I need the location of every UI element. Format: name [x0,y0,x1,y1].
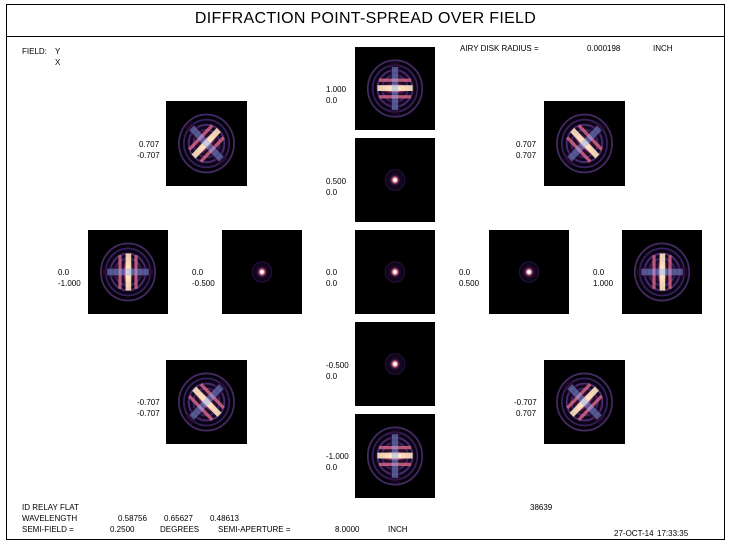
psf-y-label: -0.707 [514,398,537,407]
psf-y-label: 0.707 [139,140,160,149]
psf-x-label: 0.0 [326,188,338,197]
psf-tile [489,230,569,314]
psf-image [175,111,238,176]
psf-x-label: 0.0 [326,279,338,288]
semi-field-unit: DEGREES [160,525,200,534]
psf-image [553,111,616,176]
psf-tile [355,322,435,406]
psf-x-label: 0.0 [326,372,338,381]
psf-y-label: -0.500 [326,361,349,370]
airy-disk-unit: INCH [653,44,673,53]
psf-tile [166,360,247,444]
system-name: ID RELAY FLAT [22,503,79,512]
psf-x-label: -0.707 [137,151,160,160]
psf-x-label: 0.0 [326,96,338,105]
psf-y-label: 0.500 [326,177,347,186]
psf-tile [355,230,435,314]
semi-field-value: 0.2500 [110,525,135,534]
plot-frame [6,4,725,540]
psf-y-label: 0.0 [192,268,204,277]
psf-tile [544,360,625,444]
psf-tile [222,230,302,314]
wavelength-value: 0.58756 [118,514,147,523]
psf-tile [166,101,247,186]
psf-y-label: 0.0 [326,268,338,277]
psf-x-label: -0.707 [137,409,160,418]
id-number: 38639 [530,503,553,512]
airy-disk-value: 0.000198 [587,44,621,53]
psf-tile [622,230,702,314]
psf-y-label: -1.000 [326,452,349,461]
psf-image [382,350,408,378]
field-axis-y: Y [55,47,61,56]
time-stamp: 17:33:35 [657,529,689,538]
psf-image [97,240,159,304]
date-stamp: 27-OCT-14 [614,529,654,538]
airy-disk-label: AIRY DISK RADIUS = [460,44,539,53]
psf-x-label: 0.707 [516,409,537,418]
psf-image [249,258,275,286]
psf-tile [544,101,625,186]
field-axis-x: X [55,58,61,67]
psf-x-label: 1.000 [593,279,614,288]
psf-image [516,258,542,286]
psf-y-label: 0.0 [593,268,605,277]
psf-tile [355,414,435,498]
semi-aperture-unit: INCH [388,525,408,534]
psf-image [553,370,616,434]
psf-image [364,56,426,121]
psf-x-label: 0.707 [516,151,537,160]
psf-y-label: 1.000 [326,85,347,94]
psf-x-label: -1.000 [58,279,81,288]
psf-y-label: 0.0 [459,268,471,277]
psf-y-label: 0.707 [516,140,537,149]
psf-y-label: -0.707 [137,398,160,407]
psf-image [364,424,426,488]
psf-x-label: -0.500 [192,279,215,288]
psf-x-label: 0.500 [459,279,480,288]
psf-image [382,258,408,286]
psf-tile [355,47,435,130]
psf-image [382,166,408,194]
psf-tile [355,138,435,222]
title-bar: DIFFRACTION POINT-SPREAD OVER FIELD [6,4,725,37]
psf-tile [88,230,168,314]
wavelength-value: 0.65627 [164,514,193,523]
psf-y-label: 0.0 [58,268,70,277]
semi-aperture-label: SEMI-APERTURE = [218,525,291,534]
semi-aperture-value: 8.0000 [335,525,360,534]
psf-x-label: 0.0 [326,463,338,472]
wavelength-value: 0.48613 [210,514,239,523]
page-title: DIFFRACTION POINT-SPREAD OVER FIELD [194,10,537,27]
field-label: FIELD: [22,47,47,56]
wavelength-label: WAVELENGTH [22,514,78,523]
semi-field-label: SEMI-FIELD = [22,525,74,534]
psf-image [175,370,238,434]
psf-image [631,240,693,304]
